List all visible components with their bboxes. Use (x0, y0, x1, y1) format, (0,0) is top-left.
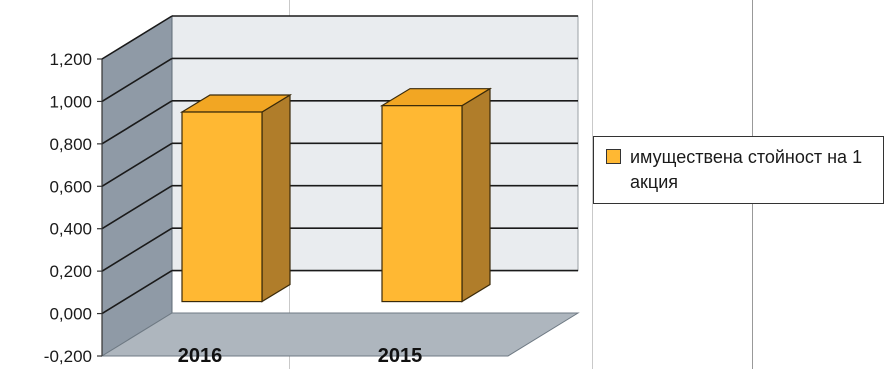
gridline-side (101, 185, 173, 230)
x-tick-label: 2015 (378, 345, 423, 367)
y-tick-label: 0,200 (49, 262, 92, 281)
y-tick-label: -0,200 (44, 347, 92, 366)
y-tick-label: 0,600 (49, 177, 92, 196)
y-tick-label: 1,000 (49, 92, 92, 111)
gridline-side (101, 57, 173, 103)
gridline-side (101, 142, 173, 187)
gridline-side (101, 269, 173, 315)
page-gridline (592, 0, 593, 369)
y-tick-label: 1,200 (49, 50, 92, 69)
legend-swatch (606, 149, 621, 164)
legend: имуществена стойност на 1 акция (593, 136, 884, 204)
side-wall (101, 15, 173, 357)
bar (379, 87, 493, 303)
gridline-side (101, 100, 173, 145)
y-tick-label: 0,000 (49, 305, 92, 324)
bar-side (261, 93, 291, 303)
x-axis: 2016 2015 (178, 345, 423, 367)
legend-label: имуществена стойност на 1 акция (630, 147, 863, 192)
y-axis: -0,200 0,000 0,200 0,400 0,600 0,800 1,000 1,20… (44, 50, 103, 366)
bar-side (461, 87, 491, 303)
bar (179, 93, 293, 303)
floor (100, 312, 580, 357)
gridline-side (101, 227, 173, 272)
y-tick-label: 0,400 (49, 220, 92, 239)
bars (179, 87, 493, 303)
y-tick-label: 0,800 (49, 135, 92, 154)
bar-front (381, 105, 463, 303)
gridline-side (101, 15, 173, 60)
bar-front (181, 111, 263, 303)
x-tick-label: 2016 (178, 345, 223, 367)
